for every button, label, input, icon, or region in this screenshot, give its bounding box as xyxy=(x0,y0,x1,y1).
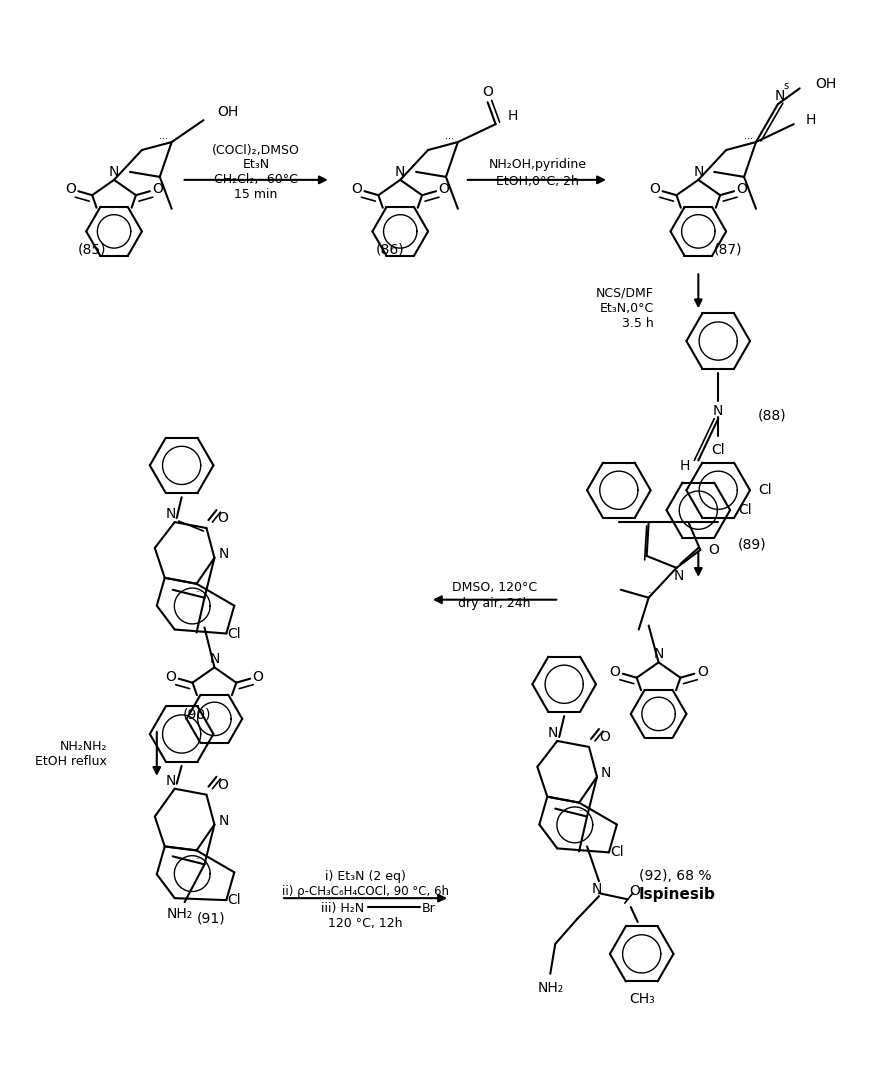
Text: CH₃: CH₃ xyxy=(629,991,654,1005)
Text: OH: OH xyxy=(217,105,239,119)
Text: O: O xyxy=(599,730,611,744)
Text: N: N xyxy=(654,648,664,662)
Text: (89): (89) xyxy=(738,538,766,552)
Text: O: O xyxy=(482,85,493,99)
Text: O: O xyxy=(217,777,228,791)
Text: (COCl)₂,DMSO: (COCl)₂,DMSO xyxy=(213,144,300,157)
Text: ···: ··· xyxy=(578,808,586,816)
Text: O: O xyxy=(165,670,176,683)
Text: Br: Br xyxy=(422,902,436,915)
Text: Cl: Cl xyxy=(228,627,242,641)
Text: N: N xyxy=(108,165,119,178)
Text: O: O xyxy=(152,183,164,197)
Text: (91): (91) xyxy=(197,911,226,925)
Text: s: s xyxy=(783,81,788,92)
Text: O: O xyxy=(696,665,708,679)
Text: ···: ··· xyxy=(647,589,654,598)
Text: (88): (88) xyxy=(758,409,787,423)
Text: ii) ρ-CH₃C₆H₄COCl, 90 °C, 6h: ii) ρ-CH₃C₆H₄COCl, 90 °C, 6h xyxy=(282,884,449,897)
Text: ···: ··· xyxy=(196,588,204,597)
Text: DMSO, 120°C: DMSO, 120°C xyxy=(452,582,537,595)
Text: ···: ··· xyxy=(445,134,454,144)
Text: O: O xyxy=(217,511,228,525)
Text: N: N xyxy=(165,507,176,521)
Text: O: O xyxy=(649,183,660,197)
Text: N: N xyxy=(219,814,228,828)
Text: ···: ··· xyxy=(196,855,204,864)
Text: Et₃N: Et₃N xyxy=(242,159,270,172)
Text: OH: OH xyxy=(816,78,836,92)
Text: N: N xyxy=(774,90,785,104)
Text: Et₃N,0°C: Et₃N,0°C xyxy=(599,302,654,315)
Text: NCS/DMF: NCS/DMF xyxy=(596,286,654,299)
Text: O: O xyxy=(629,884,640,898)
Text: O: O xyxy=(351,183,362,197)
Text: (92), 68 %: (92), 68 % xyxy=(639,869,711,883)
Text: O: O xyxy=(708,543,719,557)
Text: (85): (85) xyxy=(78,242,107,256)
Text: 3.5 h: 3.5 h xyxy=(622,317,654,330)
Text: Cl: Cl xyxy=(738,503,752,517)
Text: 15 min: 15 min xyxy=(234,188,278,201)
Text: N: N xyxy=(713,403,724,417)
Text: O: O xyxy=(609,665,620,679)
Text: Ispinesib: Ispinesib xyxy=(639,886,716,902)
Text: N: N xyxy=(693,165,704,178)
Text: N: N xyxy=(219,547,228,561)
Text: i) Et₃N (2 eq): i) Et₃N (2 eq) xyxy=(325,870,406,883)
Text: NH₂OH,pyridine: NH₂OH,pyridine xyxy=(488,159,586,172)
Text: O: O xyxy=(438,183,450,197)
Text: EtOH,0°C, 2h: EtOH,0°C, 2h xyxy=(496,175,578,188)
Text: Cl: Cl xyxy=(711,443,725,457)
Text: ···: ··· xyxy=(744,134,752,144)
Text: O: O xyxy=(65,183,76,197)
Text: dry air, 24h: dry air, 24h xyxy=(458,597,531,610)
Text: NH₂: NH₂ xyxy=(537,980,564,995)
Text: Cl: Cl xyxy=(610,845,624,859)
Text: Cl: Cl xyxy=(228,893,242,907)
Text: iii) H₂N: iii) H₂N xyxy=(321,902,364,915)
Text: O: O xyxy=(253,670,263,683)
Text: N: N xyxy=(395,165,405,178)
Text: (86): (86) xyxy=(376,242,404,256)
Text: O: O xyxy=(737,183,747,197)
Text: H: H xyxy=(507,109,518,123)
Text: N: N xyxy=(209,653,220,666)
Text: N: N xyxy=(673,569,683,583)
Text: NH₂NH₂: NH₂NH₂ xyxy=(60,740,107,753)
Text: N: N xyxy=(601,765,612,779)
Text: (90): (90) xyxy=(182,707,211,721)
Text: H: H xyxy=(806,114,816,128)
Text: Cl: Cl xyxy=(758,483,772,497)
Text: H: H xyxy=(679,459,690,473)
Text: NH₂: NH₂ xyxy=(166,907,192,921)
Text: ···: ··· xyxy=(159,134,168,144)
Text: (87): (87) xyxy=(714,242,742,256)
Text: 120 °C, 12h: 120 °C, 12h xyxy=(328,917,402,930)
Text: N: N xyxy=(592,882,602,896)
Text: CH₂Cl₂, -60°C: CH₂Cl₂, -60°C xyxy=(214,173,298,186)
Text: EtOH reflux: EtOH reflux xyxy=(35,756,107,769)
Text: N: N xyxy=(548,726,558,740)
Text: N: N xyxy=(165,774,176,788)
